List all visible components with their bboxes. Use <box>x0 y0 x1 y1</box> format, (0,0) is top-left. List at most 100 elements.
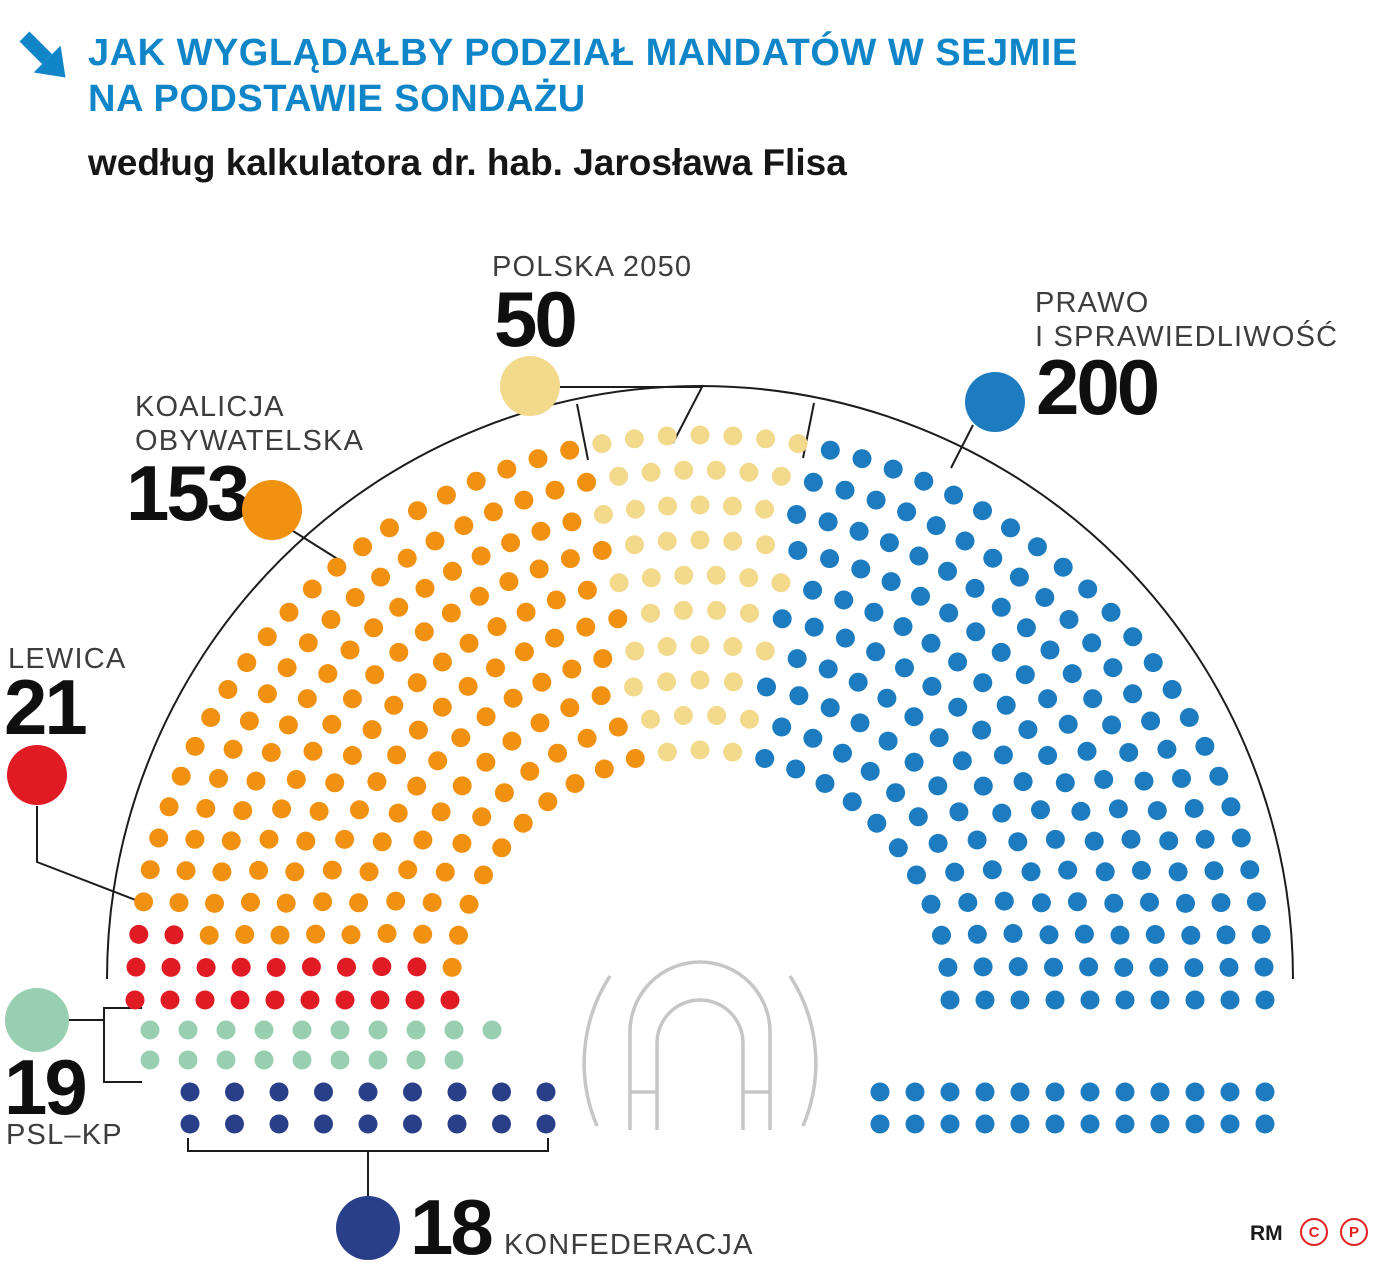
seat-dot <box>1015 665 1035 685</box>
seat-dot <box>1027 537 1047 557</box>
seat-dot <box>624 429 644 449</box>
seat-dot <box>952 751 972 771</box>
seat-dot <box>690 530 710 550</box>
seat-dot <box>1150 1082 1170 1102</box>
seat-dot <box>657 672 677 692</box>
seat-dot <box>577 472 597 492</box>
seat-dot <box>368 1020 388 1040</box>
seat-dot <box>342 689 362 709</box>
label-ko-name-line1: KOALICJA <box>135 391 285 423</box>
seat-dot <box>1077 741 1097 761</box>
seat-dot <box>657 531 677 551</box>
seat-dot <box>973 957 993 977</box>
seat-dot <box>277 658 297 678</box>
seat-dot <box>975 990 995 1010</box>
seat-dot <box>932 925 951 945</box>
seat-dot <box>442 957 462 977</box>
seat-dot <box>125 990 145 1010</box>
seat-dot <box>690 670 710 690</box>
seat-dot <box>1055 773 1075 793</box>
seat-dot <box>389 597 409 617</box>
seat-dot <box>706 460 726 480</box>
seat-dot <box>1031 800 1050 820</box>
seat-dot <box>740 709 759 729</box>
seat-dot <box>196 958 216 978</box>
seat-dot <box>325 773 345 793</box>
seat-dot <box>592 434 612 454</box>
seat-dot <box>1181 925 1201 945</box>
seat-dot <box>1172 769 1191 788</box>
seat-dot <box>397 548 417 568</box>
seat-dot <box>266 958 286 977</box>
seat-dot <box>529 559 549 579</box>
seat-dot <box>530 713 550 733</box>
seat-dot <box>965 578 985 598</box>
seat-dot <box>755 749 775 768</box>
seat-dot <box>149 828 169 848</box>
seat-dot <box>1211 893 1231 913</box>
seat-dot <box>414 622 434 642</box>
seat-dot <box>577 728 597 748</box>
seat-dot <box>286 770 306 789</box>
seat-dot <box>292 1050 312 1070</box>
seat-dot <box>345 588 365 607</box>
seat-dot <box>1255 1114 1275 1134</box>
seat-dot <box>593 505 613 524</box>
seat-dot <box>673 706 693 725</box>
seat-dot <box>261 743 281 762</box>
seat-dot <box>371 567 391 587</box>
seat-dot <box>221 831 241 851</box>
seat-dot <box>1204 861 1224 881</box>
seat-dot <box>786 759 806 779</box>
seat-dot <box>888 838 908 858</box>
seat-dot <box>787 649 807 669</box>
seat-dot <box>562 659 582 679</box>
seat-dot <box>864 602 884 622</box>
seat-dot <box>641 462 661 482</box>
seat-dot <box>560 549 580 569</box>
seat-dot <box>443 561 462 581</box>
seat-dot <box>159 797 179 817</box>
seat-dot <box>1185 1082 1205 1102</box>
seat-dot <box>358 1082 378 1102</box>
seat-dot <box>444 1050 464 1070</box>
seat-dot <box>199 925 219 945</box>
seat-dot <box>803 580 823 600</box>
label-pis-name-line1: PRAWO <box>1035 287 1150 319</box>
seat-dot <box>1141 711 1161 731</box>
label-polska2050-name: POLSKA 2050 <box>492 251 693 283</box>
seat-dot <box>1008 832 1028 852</box>
seat-dot <box>1013 772 1033 792</box>
seat-dot <box>1095 862 1115 882</box>
seat-dot <box>364 618 384 638</box>
seat-dot <box>1045 829 1065 849</box>
label-lewica-name: LEWICA <box>8 643 127 675</box>
seat-dot <box>330 1050 350 1070</box>
seat-dot <box>904 707 924 727</box>
seat-dot <box>723 426 743 446</box>
credit-text: RM <box>1250 1222 1283 1245</box>
seat-dot <box>1115 990 1135 1010</box>
seat-dot <box>520 761 540 781</box>
seat-dot <box>254 1050 274 1070</box>
seat-dot <box>407 957 427 977</box>
seat-dot <box>1185 990 1205 1010</box>
seat-dot <box>996 695 1016 715</box>
seat-dot <box>241 892 260 912</box>
seat-dot <box>1062 664 1082 684</box>
seat-dot <box>818 512 838 532</box>
seat-dot <box>265 990 285 1010</box>
seat-dot <box>223 739 243 759</box>
seat-dot <box>911 586 930 606</box>
seat-dot <box>285 862 305 882</box>
seat-dot <box>560 698 580 718</box>
seat-dot <box>835 480 855 500</box>
seat-dot <box>1220 1082 1240 1102</box>
seat-dot <box>335 829 355 849</box>
seat-dot <box>249 860 269 880</box>
seat-dot <box>201 708 221 727</box>
seat-dot <box>706 565 726 585</box>
seat-dot <box>451 728 471 748</box>
seat-dot <box>160 990 180 1010</box>
seat-dot <box>576 617 596 637</box>
